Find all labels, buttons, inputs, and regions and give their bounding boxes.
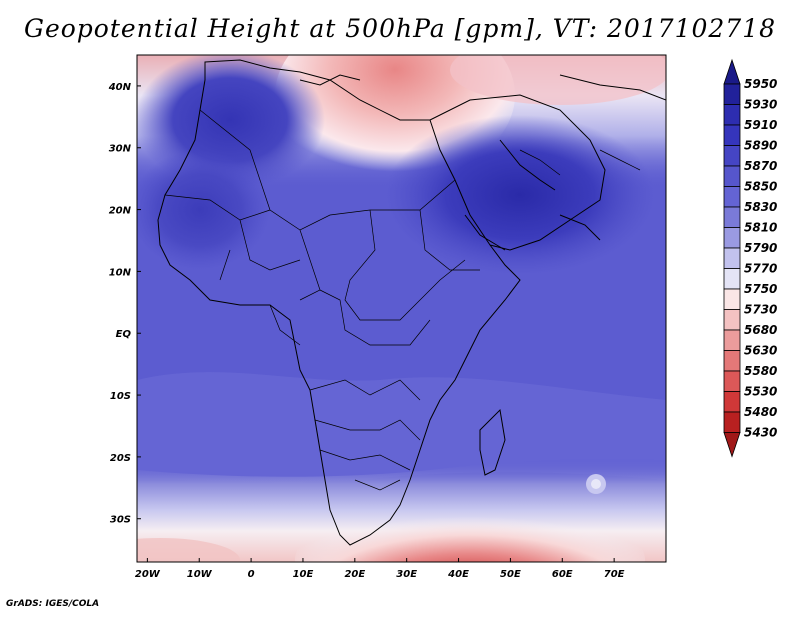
longitude-axis: 20W 10W 0 10E 20E 30E 40E 50E 60E 70E <box>135 558 625 580</box>
colorbar-top-arrow <box>723 58 741 85</box>
colorbar-label: 5530 <box>744 385 777 399</box>
colorbar-swatch <box>723 329 741 351</box>
colorbar-swatch <box>723 165 741 187</box>
lon-label: 30E <box>396 569 417 580</box>
lon-label: 20E <box>344 569 365 580</box>
lat-label: 10S <box>110 391 131 402</box>
map-title: Geopotential Height at 500hPa [gpm], VT:… <box>23 14 777 43</box>
country-borders <box>164 109 641 491</box>
colorbar-label: 5850 <box>744 180 777 194</box>
lat-label: 20N <box>109 206 132 217</box>
lat-label: 10N <box>109 267 132 278</box>
colorbar-bottom-arrow <box>723 432 741 458</box>
colorbar-label: 5870 <box>744 159 777 173</box>
latitude-axis: 40N 30N 20N 10N EQ 10S 20S 30S <box>108 82 141 526</box>
coastlines <box>157 59 666 546</box>
lat-label: 40N <box>108 82 132 93</box>
colorbar-swatch <box>723 309 741 331</box>
colorbar: 5950 5930 5910 5890 5870 5850 5830 5810 5790 5770… <box>723 58 777 458</box>
colorbar-label: 5430 <box>744 426 777 440</box>
colorbar-label: 5750 <box>744 282 777 296</box>
lat-label: 30N <box>109 144 132 155</box>
colorbar-label: 5890 <box>744 139 777 153</box>
colorbar-swatch <box>723 288 741 310</box>
colorbar-label: 5910 <box>744 118 777 132</box>
colorbar-swatch <box>723 104 741 126</box>
lon-label: 20W <box>135 569 161 580</box>
colorbar-label: 5680 <box>744 323 777 337</box>
colorbar-label: 5830 <box>744 200 777 214</box>
lat-label: EQ <box>116 329 132 340</box>
colorbar-label: 5790 <box>744 241 777 255</box>
colorbar-swatch <box>723 206 741 228</box>
lon-label: 50E <box>500 569 521 580</box>
lon-label: 0 <box>248 569 255 580</box>
colorbar-label: 5580 <box>744 364 777 378</box>
height-field <box>137 55 666 562</box>
colorbar-swatch <box>723 186 741 208</box>
lon-label: 10W <box>187 569 213 580</box>
colorbar-swatch <box>723 83 741 105</box>
map-frame <box>136 54 667 563</box>
colorbar-swatch <box>723 145 741 167</box>
colorbar-label: 5630 <box>744 344 777 358</box>
colorbar-swatch <box>723 370 741 392</box>
colorbar-label: 5730 <box>744 303 777 317</box>
colorbar-swatch <box>723 268 741 290</box>
colorbar-swatch <box>723 391 741 413</box>
colorbar-label: 5770 <box>744 262 777 276</box>
lon-label: 10E <box>293 569 314 580</box>
colorbar-swatch <box>723 124 741 146</box>
lon-label: 70E <box>604 569 625 580</box>
colorbar-swatch <box>723 350 741 372</box>
lat-label: 30S <box>110 515 131 526</box>
colorbar-label: 5480 <box>744 405 777 419</box>
grads-credit: GrADS: IGES/COLA <box>6 599 100 609</box>
lon-label: 40E <box>447 569 469 580</box>
lat-label: 20S <box>110 453 131 464</box>
colorbar-swatch <box>723 411 741 433</box>
colorbar-label: 5810 <box>744 221 777 235</box>
colorbar-swatch <box>723 247 741 269</box>
colorbar-swatch <box>723 227 741 249</box>
colorbar-label: 5950 <box>744 77 777 91</box>
lon-label: 60E <box>552 569 573 580</box>
colorbar-label: 5930 <box>744 98 777 112</box>
